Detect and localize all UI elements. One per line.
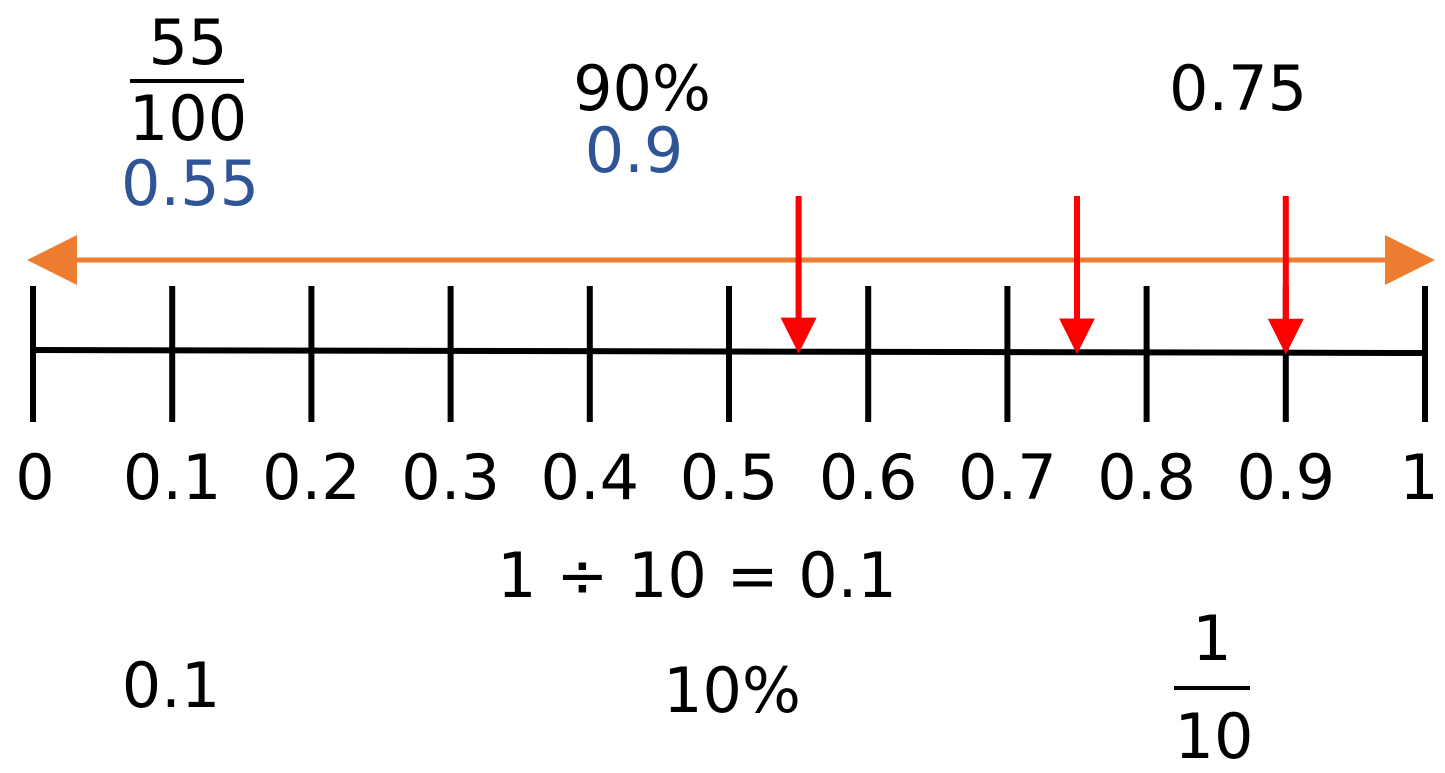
tick-label: 0.7: [958, 441, 1057, 514]
value-markers-group: [780, 196, 1304, 355]
ticks-group: [30, 286, 1428, 422]
bottom-percent-label: 10%: [663, 654, 801, 727]
decimal-055-label: 0.55: [120, 147, 260, 220]
tick-label: 0.2: [262, 441, 361, 514]
bottom-decimal-label: 0.1: [121, 649, 221, 722]
bottom-fraction-denominator: 10: [1174, 700, 1254, 773]
tick-label: 0.1: [122, 441, 222, 514]
division-equation: 1 ÷ 10 = 0.1: [497, 539, 897, 612]
percent-90-label: 90%: [573, 52, 711, 125]
decimal-09-label: 0.9: [584, 114, 684, 187]
tick-label: 0.8: [1097, 441, 1196, 514]
number-line: [27, 196, 1435, 422]
bottom-fraction-bar: [1174, 686, 1250, 690]
tick-label: 0.6: [818, 441, 918, 514]
fraction-55-numerator: 55: [148, 6, 228, 79]
tick-label: 0: [15, 441, 55, 514]
fraction-55-bar: [130, 79, 244, 83]
decimal-075-label: 0.75: [1168, 52, 1308, 125]
tick-label: 0.9: [1236, 441, 1336, 514]
bottom-fraction-numerator: 1: [1192, 602, 1232, 675]
tick-label: 0.3: [401, 441, 500, 514]
tick-label: 0.5: [679, 441, 779, 514]
fraction-55-denominator: 100: [128, 82, 248, 155]
tick-label: 0.4: [540, 441, 640, 514]
tick-label: 1: [1399, 441, 1439, 514]
